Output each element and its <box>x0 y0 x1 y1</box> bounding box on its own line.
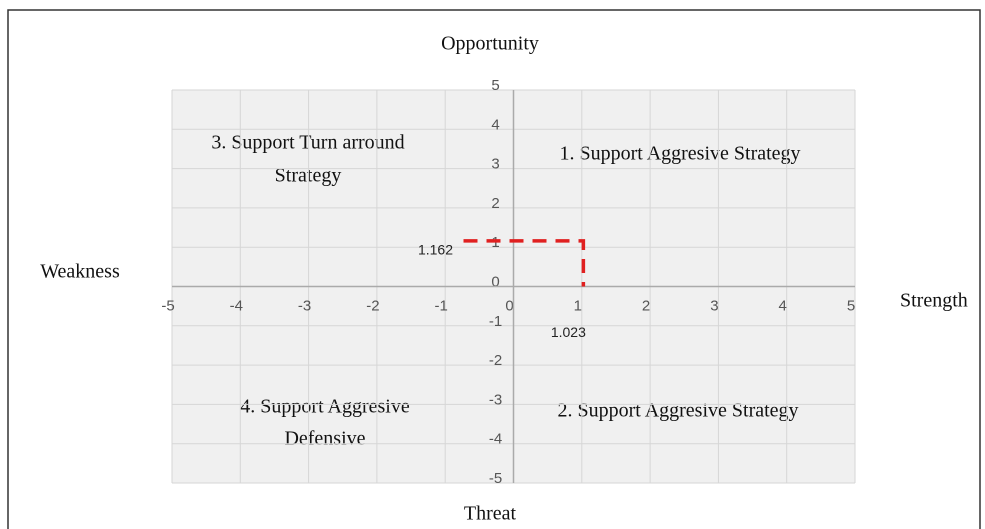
quadrant-label: 2. Support Aggresive Strategy <box>557 400 798 422</box>
top-label: Opportunity <box>441 33 539 55</box>
quadrant-label: 1. Support Aggresive Strategy <box>559 143 800 165</box>
quadrant-label: Strategy <box>275 165 342 187</box>
quadrant-label: 4. Support Aggresive <box>240 396 410 418</box>
y-tick-label: -4 <box>489 431 502 448</box>
y-tick-label: 0 <box>491 273 499 290</box>
x-tick-label: -4 <box>230 297 243 314</box>
x-tick-label: 5 <box>847 297 855 314</box>
y-tick-label: -3 <box>489 391 502 408</box>
y-tick-label: 3 <box>491 156 499 173</box>
x-tick-label: 4 <box>779 297 787 314</box>
data-label: 1.023 <box>551 324 586 340</box>
y-tick-label: -5 <box>489 470 502 487</box>
quadrant-label: 3. Support Turn arround <box>211 132 404 154</box>
left-label: Weakness <box>40 261 120 283</box>
x-tick-label: -3 <box>298 297 311 314</box>
x-tick-label: 2 <box>642 297 650 314</box>
x-tick-label: 0 <box>505 297 513 314</box>
x-tick-label: -1 <box>435 297 448 314</box>
x-tick-label: 1 <box>574 297 582 314</box>
x-tick-label: 3 <box>710 297 718 314</box>
y-tick-label: 4 <box>491 116 499 133</box>
y-tick-label: 1 <box>491 234 499 251</box>
y-tick-label: 2 <box>491 195 499 212</box>
data-label: 1.162 <box>418 242 453 258</box>
bottom-label: Threat <box>464 503 517 525</box>
y-tick-label: -1 <box>489 313 502 330</box>
y-tick-label: -2 <box>489 352 502 369</box>
right-label: Strength <box>900 290 968 312</box>
frame <box>7 9 981 529</box>
y-tick-label: 5 <box>491 77 499 94</box>
x-tick-label: -2 <box>366 297 379 314</box>
guide-line <box>463 239 586 287</box>
quadrant-label: Defensive <box>284 428 365 450</box>
x-tick-label: -5 <box>161 297 174 314</box>
